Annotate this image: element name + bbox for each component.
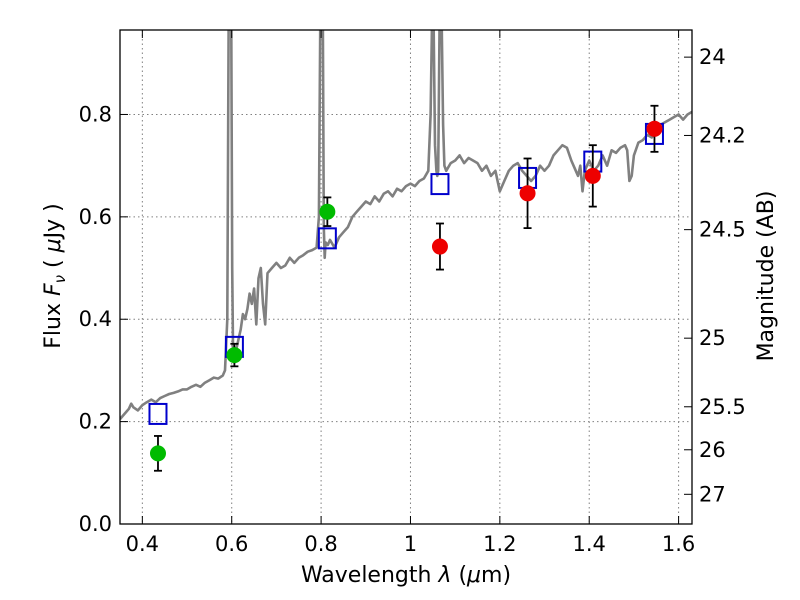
y2-tick-label: 24	[699, 45, 726, 69]
y2-tick-label: 26	[699, 438, 726, 462]
x-tick-label: 1.2	[483, 532, 516, 556]
y2-tick-label: 27	[699, 482, 726, 506]
y2-tick-label: 25	[699, 326, 726, 350]
y-tick-label: 0.8	[79, 102, 112, 126]
y2-axis-label: Magnitude (AB)	[754, 191, 779, 362]
model-point-square	[148, 402, 168, 425]
model-point-square	[317, 227, 337, 250]
y-tick-label: 0.6	[79, 205, 112, 229]
observed-point-red	[519, 185, 536, 202]
y-tick-label: 0.0	[79, 512, 112, 536]
template-spectrum	[120, 30, 692, 420]
y2-tick-label: 24.2	[699, 123, 746, 147]
grid-lines	[120, 30, 692, 524]
data-markers	[148, 104, 664, 472]
model-point-square	[430, 173, 450, 196]
x-axis-label: Wavelength λ (μm)	[301, 563, 511, 588]
y2-tick-label: 24.5	[699, 218, 746, 242]
y-tick-label: 0.2	[79, 410, 112, 434]
observed-point-green	[226, 347, 243, 364]
template-line	[120, 30, 692, 420]
y-tick-label: 0.4	[79, 307, 112, 331]
y2-tick-label: 25.5	[699, 395, 746, 419]
plot-frame	[119, 29, 693, 525]
observed-point-red	[646, 120, 663, 137]
x-tick-label: 0.8	[304, 532, 337, 556]
axis-ticks: 0.4 0.6 0.8 1 1.2 1.4 1.6 0.0 0.2 0.4 0.6 0.8 24 24.2…	[79, 30, 746, 556]
x-tick-label: 0.4	[126, 532, 159, 556]
observed-point-red	[584, 167, 601, 184]
observed-point-green	[319, 203, 336, 220]
x-tick-label: 1.6	[662, 532, 695, 556]
observed-point-green	[149, 445, 166, 462]
y-axis-label: Flux Fν ( μJy )	[41, 203, 69, 348]
x-tick-label: 1	[404, 532, 417, 556]
x-tick-label: 1.4	[573, 532, 606, 556]
x-tick-label: 0.6	[215, 532, 248, 556]
observed-point-red	[431, 238, 448, 255]
